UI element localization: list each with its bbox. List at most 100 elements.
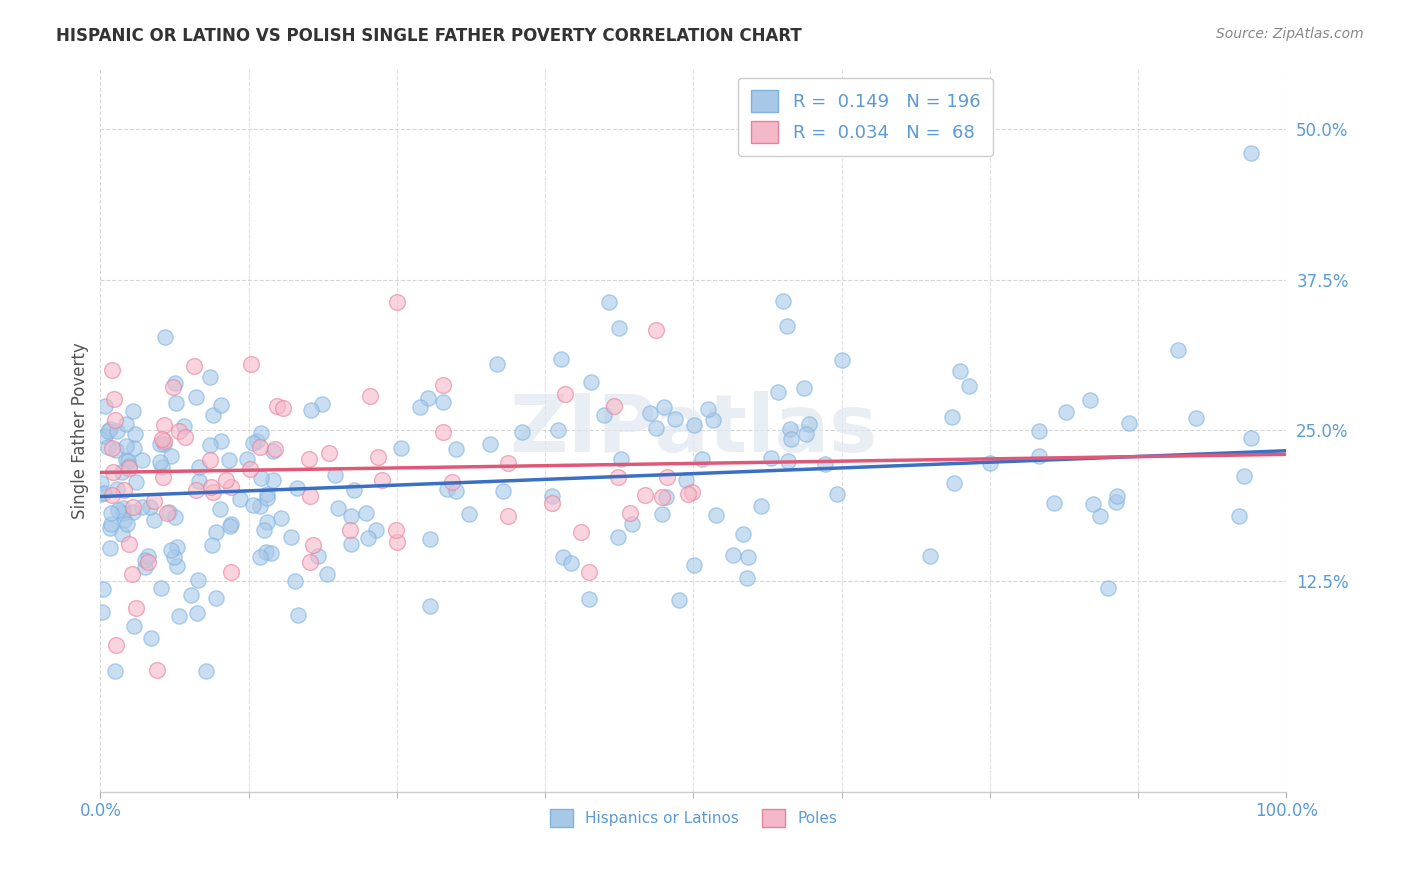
Point bbox=[249, 550, 271, 565]
Point bbox=[793, 381, 815, 395]
Point bbox=[149, 581, 172, 595]
Point bbox=[621, 516, 644, 531]
Point bbox=[256, 491, 278, 505]
Point bbox=[122, 500, 145, 514]
Point bbox=[339, 523, 361, 537]
Point bbox=[249, 499, 271, 513]
Point bbox=[184, 483, 207, 497]
Point bbox=[198, 369, 221, 384]
Legend: Hispanics or Latinos, Poles: Hispanics or Latinos, Poles bbox=[543, 801, 845, 835]
Point bbox=[253, 523, 276, 537]
Point bbox=[183, 359, 205, 373]
Point bbox=[307, 549, 329, 564]
Point bbox=[550, 352, 572, 367]
Point bbox=[797, 417, 820, 431]
Point bbox=[779, 422, 801, 436]
Point bbox=[569, 524, 592, 539]
Point bbox=[256, 487, 278, 501]
Point bbox=[94, 399, 117, 413]
Point bbox=[496, 457, 519, 471]
Point bbox=[111, 501, 134, 516]
Point bbox=[794, 427, 817, 442]
Point bbox=[655, 469, 678, 483]
Point bbox=[270, 511, 292, 525]
Point bbox=[239, 357, 262, 371]
Point bbox=[143, 512, 166, 526]
Point bbox=[389, 441, 412, 455]
Text: ZIPatlas: ZIPatlas bbox=[509, 392, 877, 469]
Point bbox=[167, 424, 190, 438]
Point bbox=[118, 461, 141, 475]
Point bbox=[124, 427, 146, 442]
Text: Source: ZipAtlas.com: Source: ZipAtlas.com bbox=[1216, 27, 1364, 41]
Point bbox=[209, 434, 232, 449]
Point bbox=[160, 543, 183, 558]
Point bbox=[1107, 489, 1129, 503]
Point bbox=[1028, 449, 1050, 463]
Point bbox=[323, 468, 346, 483]
Point bbox=[737, 549, 759, 564]
Point bbox=[298, 490, 321, 504]
Point bbox=[749, 500, 772, 514]
Point bbox=[97, 440, 120, 454]
Point bbox=[166, 559, 188, 574]
Point bbox=[122, 619, 145, 633]
Point bbox=[118, 459, 141, 474]
Point bbox=[606, 470, 628, 484]
Point bbox=[93, 582, 115, 596]
Point bbox=[651, 507, 673, 521]
Point bbox=[98, 521, 121, 535]
Point bbox=[149, 437, 172, 451]
Point bbox=[93, 486, 115, 500]
Point bbox=[772, 294, 794, 309]
Point bbox=[287, 481, 309, 495]
Point bbox=[219, 565, 242, 579]
Point bbox=[675, 473, 697, 487]
Point bbox=[735, 571, 758, 585]
Point bbox=[208, 502, 231, 516]
Point bbox=[107, 503, 129, 517]
Point bbox=[371, 473, 394, 487]
Point bbox=[150, 459, 173, 474]
Point bbox=[103, 466, 125, 480]
Point bbox=[644, 323, 666, 337]
Point bbox=[152, 417, 174, 432]
Point bbox=[645, 421, 668, 435]
Point bbox=[160, 449, 183, 463]
Point bbox=[260, 546, 283, 560]
Point bbox=[547, 423, 569, 437]
Point bbox=[315, 566, 337, 581]
Point bbox=[440, 475, 463, 489]
Point bbox=[668, 593, 690, 607]
Point bbox=[444, 483, 467, 498]
Point bbox=[122, 404, 145, 418]
Point bbox=[134, 553, 156, 567]
Point bbox=[942, 476, 965, 491]
Point bbox=[697, 401, 720, 416]
Point bbox=[125, 600, 148, 615]
Point bbox=[579, 376, 602, 390]
Point bbox=[1054, 405, 1077, 419]
Point bbox=[721, 548, 744, 562]
Point bbox=[1167, 343, 1189, 357]
Point bbox=[187, 475, 209, 489]
Point bbox=[340, 537, 363, 551]
Point bbox=[163, 550, 186, 565]
Point bbox=[284, 574, 307, 588]
Point bbox=[186, 390, 208, 404]
Point bbox=[100, 488, 122, 502]
Point bbox=[111, 506, 134, 520]
Point bbox=[125, 475, 148, 489]
Point bbox=[1083, 496, 1105, 510]
Point bbox=[979, 456, 1001, 470]
Point bbox=[551, 549, 574, 564]
Point bbox=[385, 534, 408, 549]
Point bbox=[298, 555, 321, 569]
Point bbox=[432, 425, 454, 439]
Point bbox=[256, 515, 278, 529]
Point bbox=[150, 432, 173, 446]
Point bbox=[169, 609, 191, 624]
Point bbox=[683, 417, 706, 432]
Point bbox=[131, 500, 153, 515]
Point bbox=[131, 453, 153, 467]
